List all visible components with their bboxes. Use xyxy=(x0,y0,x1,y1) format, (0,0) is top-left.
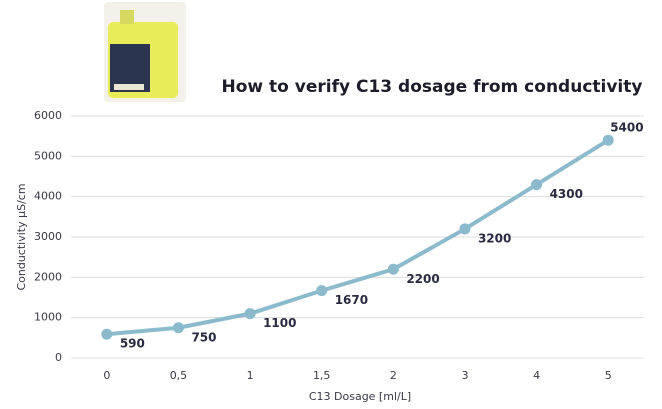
data-point xyxy=(531,179,542,190)
data-label: 750 xyxy=(191,330,216,344)
x-tick-label: 1,5 xyxy=(313,369,331,382)
chart: How to verify C13 dosage from conductivi… xyxy=(0,0,662,409)
data-label: 590 xyxy=(120,337,145,351)
data-point xyxy=(388,264,399,275)
y-tick-label: 3000 xyxy=(34,230,62,243)
x-tick-label: 4 xyxy=(533,369,540,382)
data-label: 4300 xyxy=(550,187,583,201)
y-axis-label: Conductivity µS/cm xyxy=(15,183,28,290)
x-tick-label: 5 xyxy=(605,369,612,382)
data-label: 3200 xyxy=(478,231,511,245)
y-tick-label: 4000 xyxy=(34,190,62,203)
x-tick-label: 2 xyxy=(390,369,397,382)
x-tick-label: 0 xyxy=(103,369,110,382)
data-label: 2200 xyxy=(406,272,439,286)
y-tick-label: 6000 xyxy=(34,109,62,122)
data-label: 1670 xyxy=(335,293,368,307)
data-label: 5400 xyxy=(610,121,643,135)
data-point xyxy=(459,223,470,234)
x-axis-label: C13 Dosage [ml/L] xyxy=(309,390,411,403)
product-image xyxy=(104,2,186,102)
y-tick-label: 2000 xyxy=(34,270,62,283)
data-point xyxy=(173,322,184,333)
data-point xyxy=(101,329,112,340)
y-tick-label: 1000 xyxy=(34,311,62,324)
y-tick-label: 0 xyxy=(55,351,62,364)
y-tick-label: 5000 xyxy=(34,149,62,162)
x-tick-label: 3 xyxy=(461,369,468,382)
data-point xyxy=(316,285,327,296)
data-label: 1100 xyxy=(263,316,296,330)
x-tick-label: 1 xyxy=(247,369,254,382)
data-point xyxy=(603,135,614,146)
chart-title: How to verify C13 dosage from conductivi… xyxy=(222,77,643,97)
data-point xyxy=(245,308,256,319)
x-tick-label: 0,5 xyxy=(170,369,188,382)
